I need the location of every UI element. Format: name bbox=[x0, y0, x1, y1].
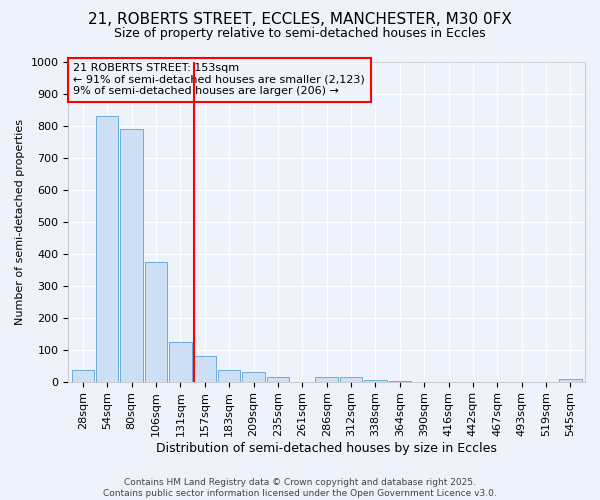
Text: Contains HM Land Registry data © Crown copyright and database right 2025.
Contai: Contains HM Land Registry data © Crown c… bbox=[103, 478, 497, 498]
Bar bbox=[242, 372, 265, 382]
Bar bbox=[121, 128, 143, 382]
Bar bbox=[71, 370, 94, 382]
Bar bbox=[169, 342, 191, 382]
Bar bbox=[194, 356, 216, 382]
Bar bbox=[364, 380, 386, 382]
Text: 21 ROBERTS STREET: 153sqm
← 91% of semi-detached houses are smaller (2,123)
9% o: 21 ROBERTS STREET: 153sqm ← 91% of semi-… bbox=[73, 63, 365, 96]
Bar bbox=[316, 378, 338, 382]
Bar bbox=[218, 370, 241, 382]
Bar bbox=[389, 380, 411, 382]
X-axis label: Distribution of semi-detached houses by size in Eccles: Distribution of semi-detached houses by … bbox=[156, 442, 497, 455]
Text: Size of property relative to semi-detached houses in Eccles: Size of property relative to semi-detach… bbox=[114, 28, 486, 40]
Bar bbox=[559, 379, 581, 382]
Y-axis label: Number of semi-detached properties: Number of semi-detached properties bbox=[15, 118, 25, 324]
Text: 21, ROBERTS STREET, ECCLES, MANCHESTER, M30 0FX: 21, ROBERTS STREET, ECCLES, MANCHESTER, … bbox=[88, 12, 512, 28]
Bar bbox=[145, 262, 167, 382]
Bar bbox=[340, 378, 362, 382]
Bar bbox=[96, 116, 118, 382]
Bar bbox=[266, 377, 289, 382]
